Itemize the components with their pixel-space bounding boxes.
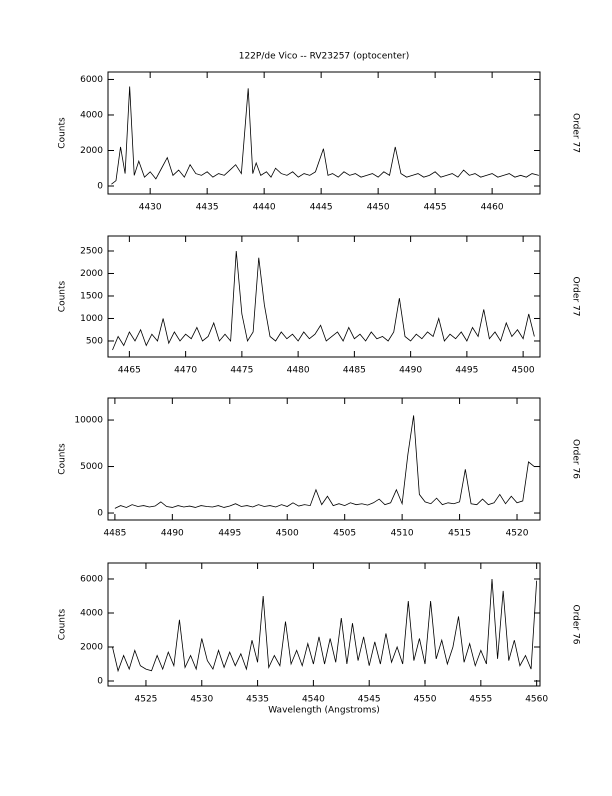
plot-frame: [107, 397, 541, 521]
x-tick-label: 4560: [525, 695, 548, 705]
y-axis-label: Counts: [58, 117, 68, 149]
x-tick-label: 4450: [367, 203, 390, 213]
x-tick-label: 4480: [287, 366, 310, 376]
x-tick-label: 4550: [414, 695, 437, 705]
y-tick-label: 2000: [80, 269, 103, 279]
y-tick-label: 2000: [80, 642, 103, 652]
x-tick-label: 4495: [218, 529, 241, 539]
plot-frame: [107, 562, 541, 687]
x-tick-label: 4495: [455, 366, 478, 376]
y-tick-label: 4000: [80, 110, 103, 120]
x-axis-label: Wavelength (Angstroms): [268, 706, 380, 716]
order-label: Order 77: [571, 277, 581, 317]
x-tick-label: 4430: [139, 203, 162, 213]
y-tick-label: 4000: [80, 608, 103, 618]
y-tick-label: 0: [97, 182, 103, 192]
x-tick-label: 4525: [135, 695, 158, 705]
spectrum-line: [114, 415, 535, 509]
x-tick-label: 4510: [391, 529, 414, 539]
y-tick-label: 2500: [80, 246, 103, 256]
x-tick-label: 4515: [448, 529, 471, 539]
x-tick-label: 4500: [276, 529, 299, 539]
x-tick-label: 4460: [481, 203, 504, 213]
y-axis-label: Counts: [58, 280, 68, 312]
y-tick-label: 1500: [80, 291, 103, 301]
x-tick-label: 4540: [302, 695, 325, 705]
y-tick-label: 0: [97, 677, 103, 687]
x-tick-label: 4445: [310, 203, 333, 213]
plot-frame: [107, 71, 541, 195]
x-tick-label: 4535: [246, 695, 269, 705]
order-label: Order 76: [571, 439, 581, 479]
x-tick-label: 4555: [469, 695, 492, 705]
y-tick-label: 6000: [80, 75, 103, 85]
y-axis-label: Counts: [58, 443, 68, 475]
y-tick-label: 5000: [80, 462, 103, 472]
x-tick-label: 4485: [103, 529, 126, 539]
x-tick-label: 4485: [343, 366, 366, 376]
y-tick-label: 6000: [80, 574, 103, 584]
spectrum-line: [112, 250, 535, 351]
x-tick-label: 4465: [118, 366, 141, 376]
order-label: Order 77: [571, 113, 581, 153]
x-tick-label: 4490: [161, 529, 184, 539]
spectrum-line: [112, 578, 538, 673]
x-tick-label: 4520: [506, 529, 529, 539]
x-tick-label: 4545: [358, 695, 381, 705]
x-tick-label: 4490: [399, 366, 422, 376]
x-tick-label: 4505: [333, 529, 356, 539]
y-axis-label: Counts: [58, 608, 68, 640]
x-tick-label: 4530: [190, 695, 213, 705]
x-tick-label: 4500: [512, 366, 535, 376]
plot-frame: [107, 235, 541, 358]
x-tick-label: 4455: [424, 203, 447, 213]
x-tick-label: 4440: [253, 203, 276, 213]
x-tick-label: 4470: [174, 366, 197, 376]
y-tick-label: 10000: [74, 416, 103, 426]
x-tick-label: 4475: [230, 366, 253, 376]
spectrum-line: [111, 86, 539, 185]
chart-title: 122P/de Vico -- RV23257 (optocenter): [239, 52, 410, 62]
order-label: Order 76: [571, 605, 581, 645]
y-tick-label: 0: [97, 509, 103, 519]
y-tick-label: 2000: [80, 146, 103, 156]
y-tick-label: 1000: [80, 314, 103, 324]
x-tick-label: 4435: [196, 203, 219, 213]
y-tick-label: 500: [86, 336, 103, 346]
